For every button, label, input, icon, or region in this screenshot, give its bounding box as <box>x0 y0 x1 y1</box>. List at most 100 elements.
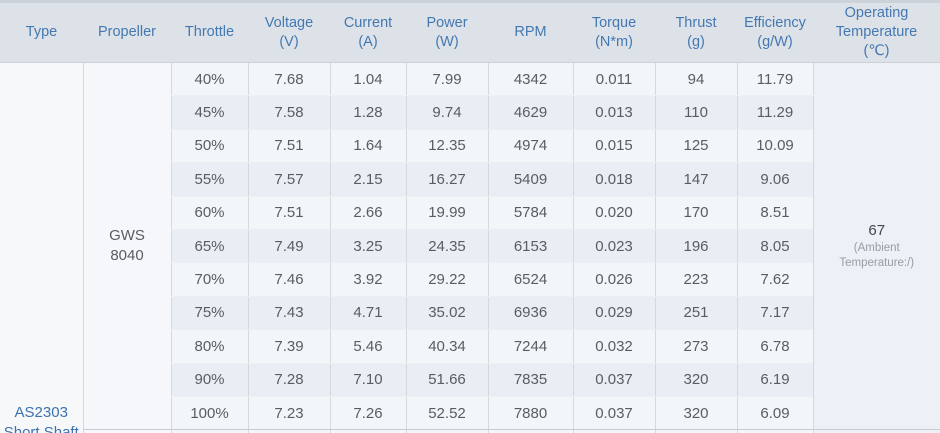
table-row: 70% 7.46 3.92 29.22 6524 0.026 223 7.62 <box>0 262 940 297</box>
cell-current: 7.26 <box>329 396 406 431</box>
table-row: 60% 7.51 2.66 19.99 5784 0.020 170 8.51 <box>0 196 940 230</box>
cell-efficiency: 6.09 <box>736 396 813 431</box>
cell-power: 19.99 <box>405 196 488 230</box>
sliver-cell-efficiency <box>736 429 813 433</box>
column-header-thrust: Thrust (g) <box>655 1 737 63</box>
cell-throttle: 45% <box>170 95 248 130</box>
cell-throttle: 70% <box>170 262 248 297</box>
cell-current: 3.25 <box>329 229 406 264</box>
cell-power: 9.74 <box>405 95 488 130</box>
cell-thrust: 125 <box>654 129 737 164</box>
cell-rpm: 6153 <box>487 229 573 264</box>
cell-power: 52.52 <box>405 396 488 431</box>
column-unit: (℃) <box>863 43 890 59</box>
cell-voltage: 7.51 <box>247 196 330 230</box>
sliver-cell-current <box>329 429 406 433</box>
cell-current: 2.15 <box>329 162 406 197</box>
cell-power: 29.22 <box>405 262 488 297</box>
column-unit: (g/W) <box>757 33 793 50</box>
cell-power: 51.66 <box>405 363 488 397</box>
table-body: AS2303 Short Shaft GWS 8040 40% 7.68 1.04 7.99 4… <box>0 62 940 433</box>
cell-power: 35.02 <box>405 296 488 331</box>
cell-current: 7.10 <box>329 363 406 397</box>
cell-power: 12.35 <box>405 129 488 164</box>
cell-efficiency: 8.05 <box>736 229 813 264</box>
cell-thrust: 320 <box>654 396 737 431</box>
operating-temperature-cell: 67 (Ambient Temperature:/) <box>812 62 940 431</box>
column-label: Thrust <box>675 14 717 31</box>
cell-torque: 0.032 <box>572 329 655 364</box>
column-header-voltage: Voltage (V) <box>248 1 330 63</box>
cell-torque: 0.023 <box>572 229 655 264</box>
cell-current: 1.64 <box>329 129 406 164</box>
cell-throttle: 40% <box>170 62 248 97</box>
cell-efficiency: 11.79 <box>736 62 813 97</box>
table-row: 100% 7.23 7.26 52.52 7880 0.037 320 6.09 <box>0 396 940 431</box>
cell-efficiency: 6.19 <box>736 363 813 397</box>
column-label: Voltage <box>264 14 314 31</box>
column-label: Operating Temperature <box>835 5 918 40</box>
column-unit: (g) <box>687 33 705 50</box>
cell-voltage: 7.49 <box>247 229 330 264</box>
table-header: Type Propeller Throttle Voltage (V) Curr… <box>0 1 940 63</box>
cell-throttle: 100% <box>170 396 248 431</box>
cell-rpm: 5784 <box>487 196 573 230</box>
cell-torque: 0.015 <box>572 129 655 164</box>
cell-torque: 0.011 <box>572 62 655 97</box>
cell-current: 4.71 <box>329 296 406 331</box>
cell-thrust: 94 <box>654 62 737 97</box>
type-value-line: AS2303 <box>14 403 68 421</box>
cell-rpm: 6524 <box>487 262 573 297</box>
cell-throttle: 60% <box>170 196 248 230</box>
column-header-type: Type <box>0 1 83 63</box>
cell-current: 2.66 <box>329 196 406 230</box>
cell-efficiency: 10.09 <box>736 129 813 164</box>
cell-voltage: 7.46 <box>247 262 330 297</box>
column-unit: (V) <box>279 33 299 50</box>
column-label: Throttle <box>184 24 235 40</box>
cell-voltage: 7.39 <box>247 329 330 364</box>
table-row: AS2303 Short Shaft GWS 8040 40% 7.68 1.04 7.99 4… <box>0 62 940 433</box>
cell-throttle: 65% <box>170 229 248 264</box>
cell-voltage: 7.23 <box>247 396 330 431</box>
cell-thrust: 320 <box>654 363 737 397</box>
cell-power: 16.27 <box>405 162 488 197</box>
table-row: 55% 7.57 2.15 16.27 5409 0.018 147 9.06 <box>0 162 940 197</box>
sliver-operating-temperature-slot <box>812 429 940 433</box>
cell-rpm: 4342 <box>487 62 573 97</box>
cell-efficiency: 7.62 <box>736 262 813 297</box>
column-label: Type <box>25 24 58 40</box>
column-header-current: Current (A) <box>330 1 406 63</box>
sliver-cell-torque <box>572 429 655 433</box>
cell-current: 3.92 <box>329 262 406 297</box>
cell-thrust: 170 <box>654 196 737 230</box>
operating-temperature-value: 67 <box>868 221 886 239</box>
sliver-propeller-slot <box>82 429 171 433</box>
cell-throttle: 80% <box>170 329 248 364</box>
cell-torque: 0.020 <box>572 196 655 230</box>
cell-rpm: 4629 <box>487 95 573 130</box>
cell-thrust: 196 <box>654 229 737 264</box>
cell-rpm: 7880 <box>487 396 573 431</box>
cell-voltage: 7.43 <box>247 296 330 331</box>
cell-throttle: 55% <box>170 162 248 197</box>
column-unit: (W) <box>435 33 459 50</box>
cell-power: 24.35 <box>405 229 488 264</box>
column-unit: (A) <box>358 33 378 50</box>
cell-throttle: 90% <box>170 363 248 397</box>
column-header-efficiency: Efficiency (g/W) <box>737 1 813 63</box>
header-row: Type Propeller Throttle Voltage (V) Curr… <box>0 1 940 63</box>
propeller-value-line: 8040 <box>110 247 144 265</box>
cell-efficiency: 11.29 <box>736 95 813 130</box>
column-label: Efficiency <box>744 14 806 31</box>
table-row: 65% 7.49 3.25 24.35 6153 0.023 196 8.05 <box>0 229 940 264</box>
cell-voltage: 7.57 <box>247 162 330 197</box>
sliver-cell-power <box>405 429 488 433</box>
cell-torque: 0.037 <box>572 396 655 431</box>
propeller-cell: GWS 8040 <box>82 62 171 431</box>
table-row: 80% 7.39 5.46 40.34 7244 0.032 273 6.78 <box>0 329 940 364</box>
cell-current: 1.28 <box>329 95 406 130</box>
sliver-cell-voltage <box>247 429 330 433</box>
cell-current: 5.46 <box>329 329 406 364</box>
